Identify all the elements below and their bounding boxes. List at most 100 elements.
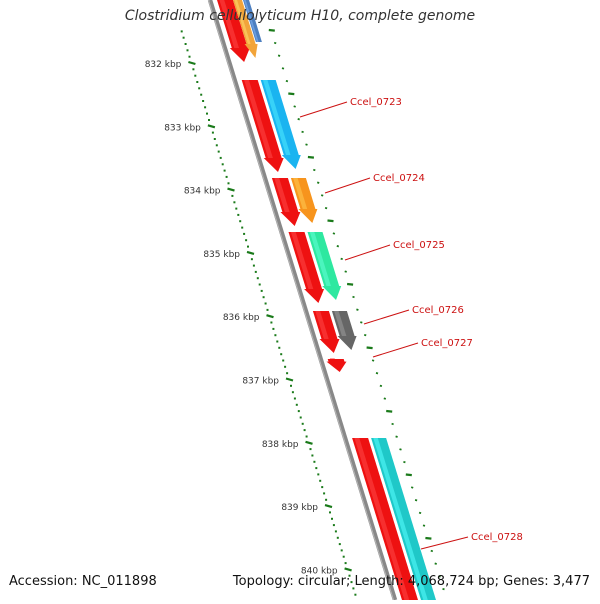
function-arrow-highlight <box>262 80 291 155</box>
gene-label-leader <box>324 177 371 194</box>
gene-feature[interactable] <box>241 80 301 172</box>
scale-minor-tick <box>340 549 343 552</box>
gene-label[interactable]: Ccel_0723 <box>350 97 402 108</box>
outer-track-tick <box>277 54 281 57</box>
scale-minor-tick <box>276 340 279 343</box>
outer-track-tick <box>360 321 363 324</box>
outer-track-tick <box>293 105 296 108</box>
gene-track <box>217 0 436 600</box>
cds-arrow-highlight <box>244 80 273 158</box>
scale-minor-tick <box>182 36 185 39</box>
scale-track: 832 kbp 833 kbp 834 kbp 835 kbp 836 kbp 837 k… <box>145 28 445 596</box>
gene-label[interactable]: Ccel_0726 <box>412 305 464 316</box>
scale-minor-tick <box>336 536 339 539</box>
cds-arrow[interactable] <box>271 178 301 226</box>
outer-track-tick <box>430 549 434 553</box>
gene-feature[interactable] <box>288 232 342 303</box>
gene-label[interactable]: Ccel_0725 <box>393 240 445 251</box>
function-arrow[interactable] <box>243 0 262 42</box>
scale-major-tick <box>305 440 313 445</box>
gene-label-leader <box>363 309 410 325</box>
gene-feature[interactable] <box>217 0 262 62</box>
scale-minor-tick <box>254 270 257 273</box>
scale-minor-tick <box>219 156 222 159</box>
cds-arrow-body <box>326 359 347 372</box>
outer-track-tick <box>403 460 406 464</box>
scale-minor-tick <box>319 479 322 482</box>
scale-minor-tick <box>250 258 253 261</box>
cds-arrow[interactable] <box>241 80 284 172</box>
cds-arrow[interactable] <box>217 0 250 62</box>
scale-minor-tick <box>206 112 208 115</box>
function-arrow[interactable] <box>233 0 258 58</box>
scale-minor-tick <box>301 422 304 425</box>
outer-track-tick <box>332 232 336 235</box>
function-arrow[interactable] <box>260 80 301 169</box>
scale-major-tick <box>188 60 196 66</box>
scale-minor-tick <box>215 144 218 147</box>
outer-track-tick <box>425 536 432 540</box>
gene-label-leader <box>299 101 348 118</box>
gene-label[interactable]: Ccel_0724 <box>373 173 425 184</box>
outer-track-tick <box>399 448 402 451</box>
outer-track-tick <box>305 143 308 146</box>
scale-major-tick <box>266 314 274 319</box>
gene-feature[interactable] <box>312 311 357 353</box>
scale-minor-tick <box>225 175 228 178</box>
outer-track-tick <box>371 359 375 362</box>
function-arrow[interactable] <box>331 311 357 350</box>
scale-minor-tick <box>213 138 216 140</box>
scale-minor-tick <box>260 289 263 292</box>
outer-track-tick <box>324 206 328 210</box>
scale-minor-tick <box>342 555 345 558</box>
scale-minor-tick <box>200 93 203 96</box>
gene-label-leader <box>372 342 419 358</box>
scale-minor-tick <box>329 511 331 514</box>
function-arrow[interactable] <box>371 438 436 600</box>
outer-track-tick <box>410 486 414 489</box>
cds-arrow[interactable] <box>312 311 340 353</box>
scale-minor-tick <box>315 467 318 470</box>
outer-track-tick <box>363 333 367 337</box>
scale-minor-tick <box>211 131 214 134</box>
function-arrow[interactable] <box>290 178 318 223</box>
outer-track-tick <box>383 397 387 400</box>
scale-major-tick <box>285 377 294 382</box>
cds-arrow[interactable] <box>352 438 418 600</box>
scale-major-tick <box>344 567 352 572</box>
outer-track-tick <box>422 524 426 527</box>
scale-minor-tick <box>245 239 248 242</box>
scale-minor-tick <box>256 277 259 280</box>
gene-label[interactable]: Ccel_0727 <box>421 338 473 349</box>
scale-minor-tick <box>297 410 300 413</box>
function-arrow-highlight <box>309 232 331 286</box>
outer-track-tick <box>442 587 445 591</box>
scale-minor-tick <box>243 232 246 235</box>
gene-feature[interactable] <box>326 358 347 372</box>
scale-minor-tick <box>192 68 195 71</box>
gene-feature[interactable] <box>271 178 318 226</box>
cds-arrow[interactable] <box>288 232 325 303</box>
scale-minor-tick <box>280 353 283 356</box>
scale-minor-tick <box>293 397 296 400</box>
scale-minor-tick <box>354 593 357 596</box>
cds-arrow-highlight <box>290 232 314 289</box>
function-arrow[interactable] <box>307 232 342 300</box>
gene-label-leader <box>420 536 469 550</box>
outer-track-tick <box>346 282 354 286</box>
outer-track-tick <box>434 562 437 565</box>
scale-tick-label: 840 kbp <box>301 566 338 576</box>
backbone-highlight <box>208 0 394 601</box>
gene-label[interactable]: Ccel_0728 <box>471 532 523 543</box>
outer-track-tick <box>395 435 398 438</box>
scale-minor-tick <box>332 524 335 527</box>
cds-arrow-highlight <box>315 311 329 339</box>
scale-minor-tick <box>334 530 337 533</box>
scale-minor-tick <box>352 587 355 590</box>
scale-minor-tick <box>321 486 324 489</box>
outer-track-tick <box>438 575 441 578</box>
gene-feature[interactable] <box>352 438 436 600</box>
cds-arrow-highlight <box>219 0 239 48</box>
cds-arrow[interactable] <box>326 358 347 372</box>
scale-minor-tick <box>184 43 187 45</box>
